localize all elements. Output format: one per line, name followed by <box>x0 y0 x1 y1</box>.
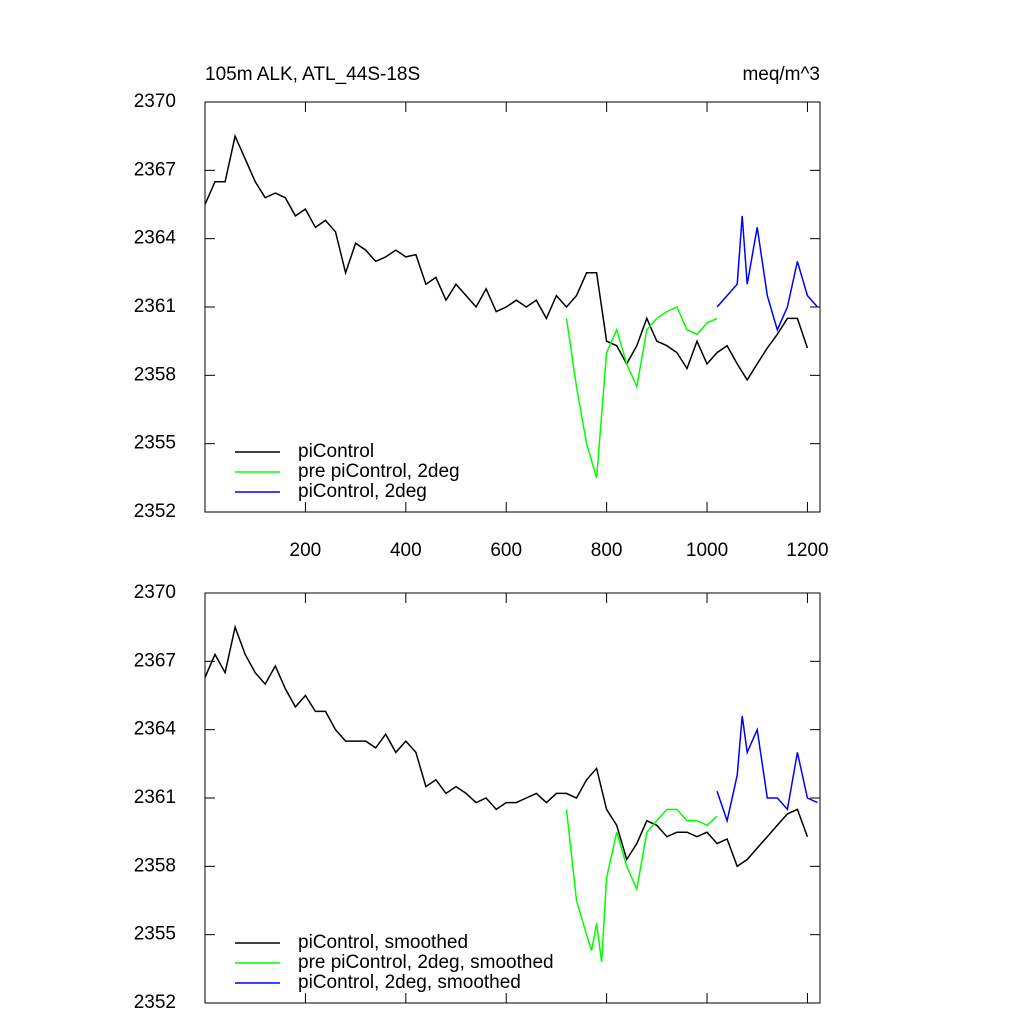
y-tick-label: 2361 <box>134 787 176 808</box>
y-tick-label: 2355 <box>134 924 176 945</box>
y-tick-label: 2361 <box>134 296 176 317</box>
data-line <box>565 306 718 479</box>
x-tick-label: 400 <box>390 540 422 561</box>
y-tick-label: 2364 <box>134 719 177 740</box>
y-tick-label: 2355 <box>134 433 176 454</box>
x-tick-label: 1000 <box>686 540 728 561</box>
chart-title: 105m ALK, ATL_44S-18S <box>205 64 420 85</box>
x-tick-label: 800 <box>591 540 623 561</box>
y-tick-label: 2358 <box>134 855 176 876</box>
data-line <box>204 624 809 868</box>
legend-label: piControl, 2deg <box>298 481 427 502</box>
y-tick-label: 2367 <box>134 159 176 180</box>
legend-label: piControl <box>298 441 374 462</box>
y-tick-label: 2352 <box>134 501 176 522</box>
legend-label: piControl, 2deg, smoothed <box>298 972 521 993</box>
y-tick-label: 2370 <box>134 91 176 112</box>
legend-label: piControl, smoothed <box>298 932 468 953</box>
data-line <box>716 215 819 332</box>
x-tick-label: 200 <box>290 540 322 561</box>
y-tick-label: 2364 <box>134 228 177 249</box>
legend-label: pre piControl, 2deg, smoothed <box>298 952 554 973</box>
x-tick-label: 600 <box>490 540 522 561</box>
legend-label: pre piControl, 2deg <box>298 461 460 482</box>
y-tick-label: 2358 <box>134 364 176 385</box>
data-line <box>716 715 818 824</box>
y-tick-label: 2352 <box>134 992 176 1013</box>
units-label: meq/m^3 <box>742 64 820 85</box>
x-tick-label: 1200 <box>786 540 828 561</box>
data-line <box>565 808 718 963</box>
y-tick-label: 2367 <box>134 650 176 671</box>
y-tick-label: 2370 <box>134 582 176 603</box>
data-line <box>204 133 809 382</box>
